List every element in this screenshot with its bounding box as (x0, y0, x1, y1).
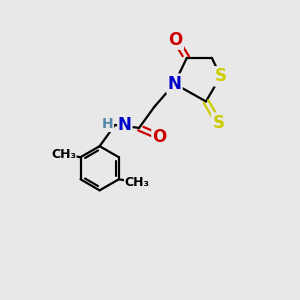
Text: S: S (215, 68, 227, 85)
Text: N: N (167, 75, 182, 93)
Text: O: O (169, 31, 183, 49)
Text: N: N (118, 116, 132, 134)
Text: S: S (212, 114, 224, 132)
Text: CH₃: CH₃ (124, 176, 149, 189)
Text: H: H (102, 117, 113, 131)
Text: CH₃: CH₃ (51, 148, 76, 161)
Text: O: O (153, 128, 167, 146)
